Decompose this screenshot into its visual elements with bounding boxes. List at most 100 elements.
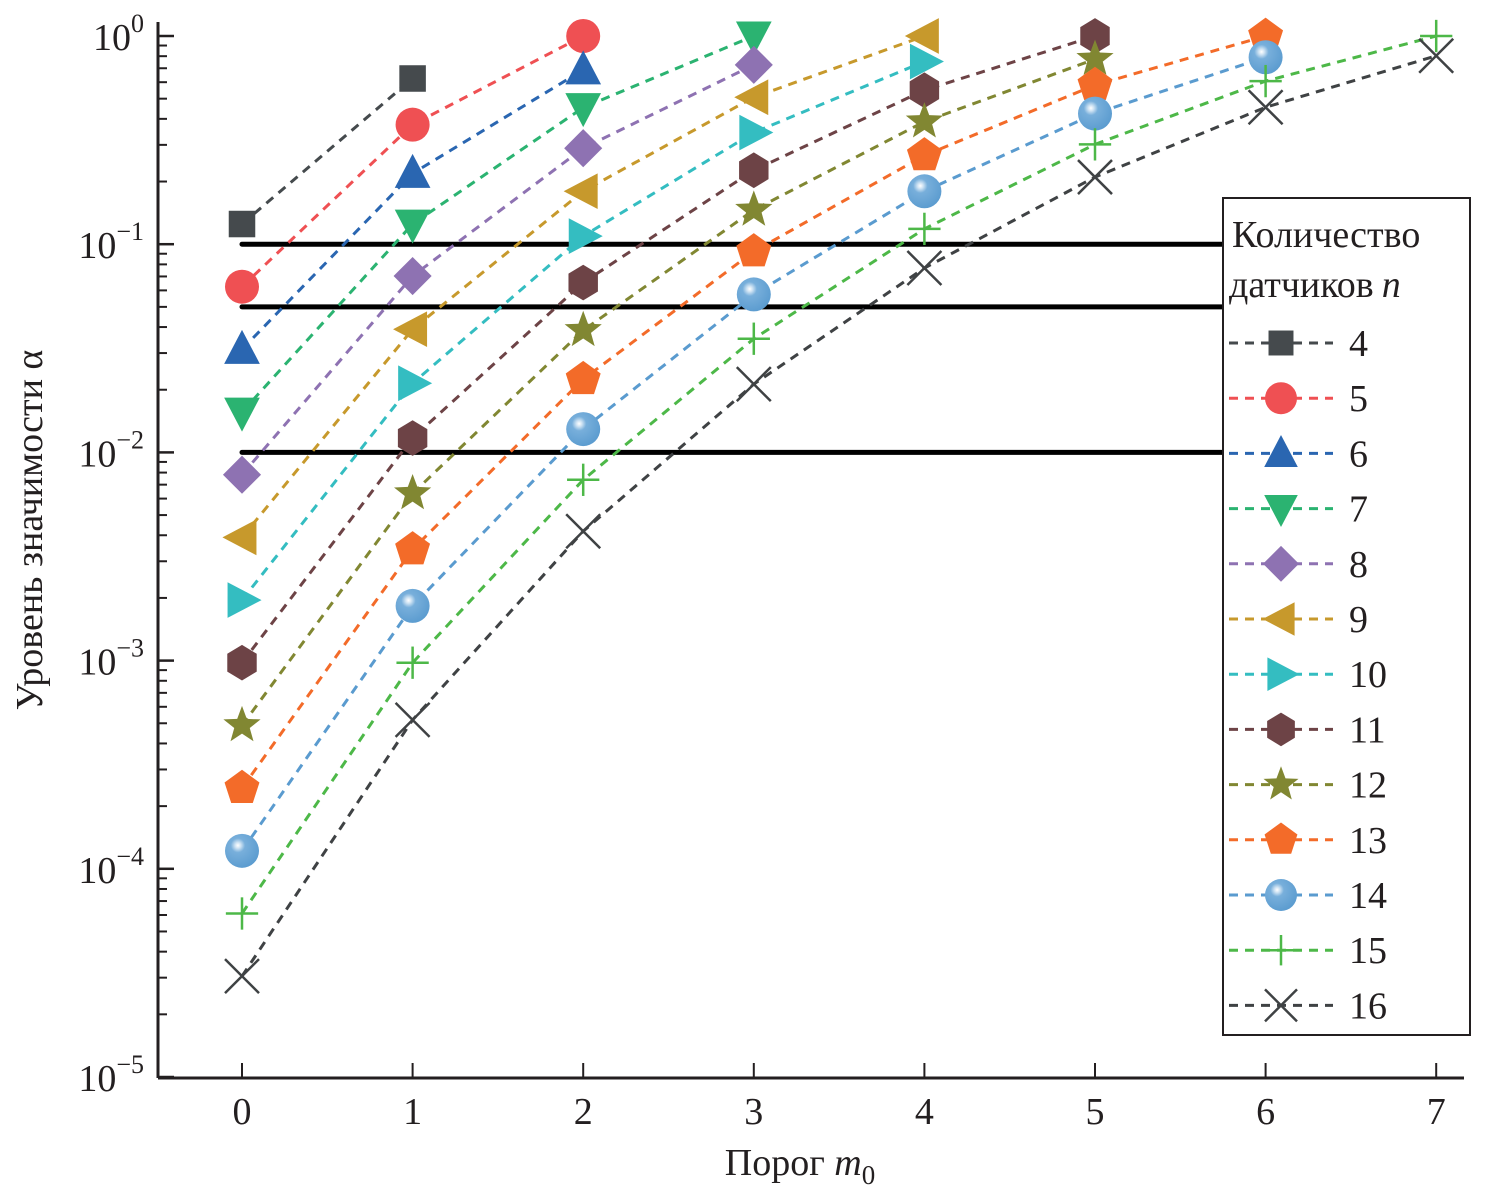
marker-shape [909,43,944,80]
data-point [228,210,256,238]
legend-entry: 12 [1229,765,1387,807]
data-point [736,277,771,312]
legend-marker [1262,602,1295,636]
data-point [395,531,431,565]
marker-shape [224,397,260,432]
y-tick-exponent: −3 [116,634,144,663]
marker-shape [568,264,598,301]
legend-entry: 7 [1229,489,1368,531]
y-axis-title: Уровень значимости α [9,350,51,711]
legend-label: 10 [1349,654,1387,696]
series-line [240,57,1096,727]
marker-shape [1265,879,1297,911]
series-10 [227,43,944,618]
marker-shape [224,769,260,803]
legend-title-line2: датчиков n [1229,264,1401,306]
data-point [565,513,602,550]
legend-label: 16 [1349,985,1387,1027]
legend-marker [1264,495,1298,527]
marker-shape [393,257,432,296]
marker-shape [222,519,257,556]
x-tick-label: 7 [1427,1091,1446,1133]
data-point [568,264,598,301]
legend-marker [1267,712,1295,747]
data-point [565,50,602,85]
series-9 [222,18,939,556]
data-point [1076,39,1114,75]
marker-shape [394,209,431,244]
data-point [1249,64,1282,98]
data-point [909,43,944,80]
marker-shape [1264,495,1298,527]
legend-marker [1268,330,1294,356]
data-point [224,769,260,803]
x-ticks: 0 1 2 3 4 5 6 7 [233,1063,1446,1133]
y-tick-label: 10−2 [78,425,144,475]
data-point [905,102,943,138]
series-layer [222,17,1455,995]
legend-title-line1: Количество [1232,214,1420,256]
series-line [240,34,755,414]
legend-marker [1264,435,1298,467]
series-15 [225,19,1453,930]
x-tick-label: 3 [744,1091,763,1133]
x-axis-title-text: Порог [725,1142,835,1184]
y-tick-exponent: −1 [116,217,144,246]
reference-lines [239,241,1228,455]
legend-entry: 5 [1229,378,1368,420]
data-point [904,18,939,54]
marker-shape [565,50,602,85]
y-tick-label: 10−4 [78,842,144,892]
legend-marker [1264,822,1298,854]
marker-shape [735,21,772,56]
marker-shape [395,107,430,142]
legend-label: 4 [1349,323,1368,365]
marker-shape [1080,18,1110,54]
y-tick-base: 10 [93,17,131,59]
legend-label: 13 [1349,820,1387,862]
data-point [737,322,770,355]
marker-shape [1262,602,1295,636]
marker-shape [397,420,428,456]
legend-entry: 14 [1229,875,1387,917]
data-point [734,79,769,116]
series-line [241,77,414,226]
marker-shape [1076,39,1114,75]
data-point [567,463,600,496]
legend-marker [1267,657,1300,691]
data-point [227,644,257,681]
marker-shape [739,152,769,189]
data-point [397,420,428,456]
data-point [906,250,943,286]
legend-entry: 15 [1229,930,1387,972]
data-point [227,582,262,618]
series-16 [224,37,1455,995]
y-tick-label: 10−1 [78,217,144,267]
legend-label: 5 [1349,378,1368,420]
data-point [396,646,429,679]
marker-shape [563,173,598,210]
data-point [568,218,603,254]
marker-shape [905,102,943,138]
legend-marker [1265,935,1297,966]
legend-label: 15 [1349,930,1387,972]
data-point [1248,40,1283,75]
y-tick-base: 10 [78,225,116,267]
data-point [224,329,260,364]
marker-shape [736,233,772,267]
data-point [734,45,773,84]
marker-shape [1418,37,1455,74]
marker-shape [566,412,601,447]
legend-entry: 8 [1229,544,1368,586]
series-7 [224,21,772,432]
data-point [395,107,430,142]
data-point [398,365,433,402]
series-8 [222,45,773,494]
data-point [223,705,261,742]
data-point [906,137,942,171]
marker-shape [223,705,261,742]
marker-shape [907,174,942,209]
data-point [395,588,430,623]
